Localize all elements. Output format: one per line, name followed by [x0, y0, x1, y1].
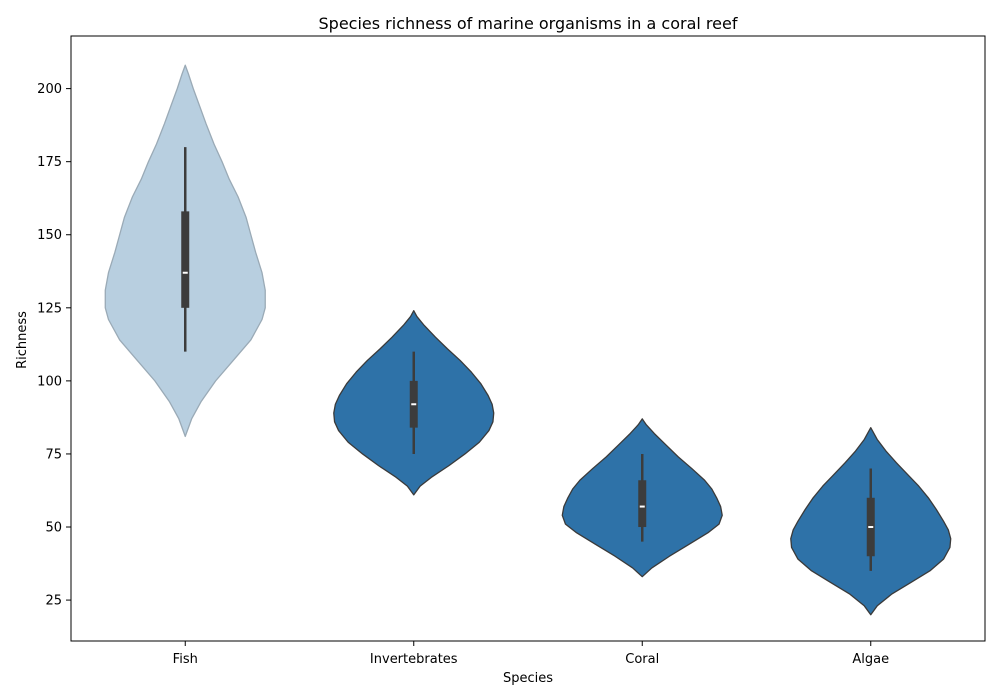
x-tick-label: Algae — [852, 652, 889, 667]
violin-coral — [561, 418, 723, 578]
y-tick-label: 150 — [37, 228, 62, 243]
y-tick-label: 200 — [37, 82, 62, 97]
violin-invertebrates — [333, 310, 495, 496]
x-tick-label: Fish — [173, 652, 198, 667]
axis-ticks: 25 50 75 100 125 150 175 200 Fish Invertebrates Co… — [37, 82, 889, 667]
violin-iqr-box — [181, 211, 190, 308]
y-tick-label: 50 — [45, 521, 62, 536]
y-axis-label: Richness — [15, 311, 30, 369]
x-tick-label: Invertebrates — [370, 652, 458, 667]
x-axis-label: Species — [503, 671, 553, 686]
y-tick-label: 25 — [45, 594, 62, 609]
violin-fish — [104, 64, 266, 438]
violin-iqr-box — [638, 480, 647, 528]
y-tick-label: 175 — [37, 155, 62, 170]
violin-algae — [790, 426, 952, 616]
chart-title: Species richness of marine organisms in … — [319, 14, 738, 33]
y-tick-label: 100 — [37, 374, 62, 389]
plot-frame — [70, 35, 986, 642]
plot-area — [104, 64, 952, 616]
y-tick-label: 125 — [37, 301, 62, 316]
x-tick-label: Coral — [625, 652, 659, 667]
y-tick-label: 75 — [45, 447, 62, 462]
